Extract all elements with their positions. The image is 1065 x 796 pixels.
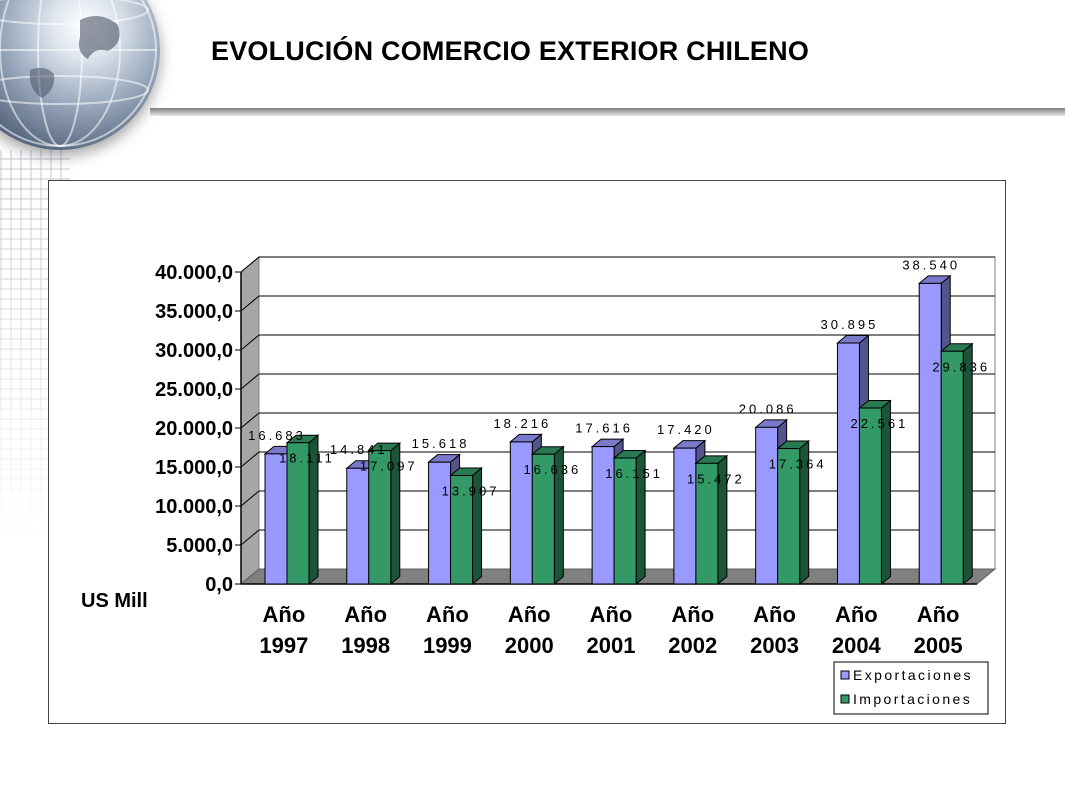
- gridline-side: [240, 529, 260, 546]
- legend-label: Importaciones: [853, 691, 972, 707]
- chart-frame: 0,0 5.000,0 10.000,0 15.000,0 20.000,0 25.000…: [48, 180, 1006, 724]
- y-tick-label: 30.000,0: [155, 340, 233, 362]
- data-label-exportaciones: 17.616: [575, 421, 633, 436]
- legend-label: Exportaciones: [853, 667, 973, 683]
- globe-icon: [0, 0, 160, 150]
- bar-importaciones: [694, 454, 729, 586]
- data-label-exportaciones: 14.841: [330, 442, 388, 457]
- y-tick-label: 5.000,0: [166, 535, 233, 557]
- x-category-label: Año: [263, 602, 306, 627]
- x-category-label: Año: [671, 602, 714, 627]
- x-category-year: 1997: [259, 633, 308, 658]
- x-category-label: Año: [917, 602, 960, 627]
- x-category-label: Año: [426, 602, 469, 627]
- legend-swatch: [840, 670, 850, 680]
- bar-importaciones: [612, 449, 647, 586]
- y-tick-label: 15.000,0: [155, 457, 233, 479]
- data-label-importaciones: 29.836: [932, 359, 990, 374]
- x-category-label: Año: [508, 602, 551, 627]
- y-tick-label: 35.000,0: [155, 301, 233, 323]
- bar-importaciones: [285, 434, 320, 586]
- bar-importaciones: [776, 439, 811, 586]
- data-label-importaciones: 17.097: [360, 459, 418, 474]
- data-label-exportaciones: 20.086: [739, 401, 797, 416]
- x-category-label: Año: [835, 602, 878, 627]
- y-tick-label: 25.000,0: [155, 379, 233, 401]
- page-title: EVOLUCIÓN COMERCIO EXTERIOR CHILENO: [211, 36, 810, 66]
- gridline-side: [240, 490, 260, 507]
- x-category-year: 2003: [750, 633, 799, 658]
- gridline-side: [240, 412, 260, 429]
- data-label-importaciones: 22.561: [851, 416, 909, 431]
- data-label-exportaciones: 17.420: [657, 422, 715, 437]
- y-tick-label: 0,0: [205, 574, 233, 596]
- x-category-year: 2000: [505, 633, 554, 658]
- gridline-side: [240, 451, 260, 468]
- data-label-importaciones: 13.907: [442, 484, 500, 499]
- x-category-label: Año: [590, 602, 633, 627]
- data-label-importaciones: 16.636: [523, 462, 581, 477]
- data-label-importaciones: 16.151: [605, 466, 663, 481]
- x-category-label: Año: [753, 602, 796, 627]
- y-tick-label: 10.000,0: [155, 496, 233, 518]
- bar-importaciones: [449, 466, 483, 586]
- bar-importaciones: [939, 342, 974, 586]
- legend-swatch: [840, 694, 850, 704]
- x-category-year: 2004: [832, 633, 882, 658]
- y-axis-unit-label: US Mill: [81, 590, 148, 612]
- x-category-year: 2002: [668, 633, 717, 658]
- gridline-side: [240, 373, 260, 390]
- x-category-label: Año: [344, 602, 387, 627]
- data-label-exportaciones: 16.683: [248, 428, 306, 443]
- data-label-importaciones: 18.111: [279, 451, 335, 466]
- data-label-exportaciones: 38.540: [902, 257, 960, 272]
- y-tick-label: 20.000,0: [155, 418, 233, 440]
- bar-importaciones: [530, 445, 565, 586]
- x-category-year: 1999: [423, 633, 472, 658]
- gridline-side: [240, 256, 260, 273]
- data-label-importaciones: 15.472: [687, 471, 745, 486]
- y-tick-label: 40.000,0: [155, 262, 233, 284]
- x-category-year: 1998: [341, 633, 390, 658]
- bar-chart: 0,0 5.000,0 10.000,0 15.000,0 20.000,0 25.000…: [81, 255, 997, 715]
- data-label-exportaciones: 18.216: [493, 416, 551, 431]
- data-label-exportaciones: 30.895: [821, 317, 879, 332]
- gridline-side: [240, 295, 260, 312]
- x-category-year: 2001: [587, 633, 636, 658]
- data-label-exportaciones: 15.618: [412, 436, 470, 451]
- x-category-year: 2005: [914, 633, 963, 658]
- data-label-importaciones: 17.364: [769, 457, 827, 472]
- gridline-side: [240, 334, 260, 351]
- bar-importaciones: [858, 399, 892, 586]
- legend: Exportaciones Importaciones: [833, 661, 989, 715]
- title-divider: [150, 108, 1065, 116]
- bar-importaciones: [367, 442, 402, 586]
